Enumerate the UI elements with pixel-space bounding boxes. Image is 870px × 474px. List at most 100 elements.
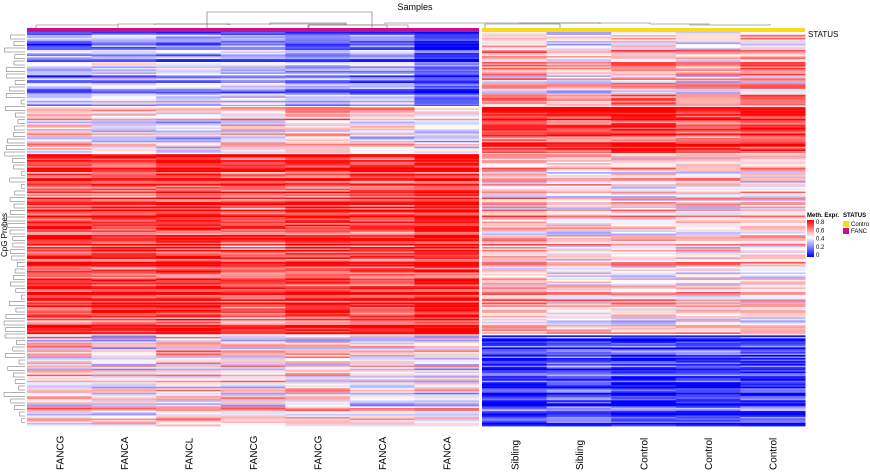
heatmap-cell — [675, 220, 741, 222]
heatmap-cell — [414, 278, 480, 281]
heatmap-cell — [611, 361, 677, 363]
heatmap-cell — [414, 109, 480, 112]
heatmap-cell — [285, 52, 351, 55]
heatmap-cell — [546, 123, 612, 125]
heatmap-cell — [349, 388, 415, 391]
heatmap-cell — [349, 129, 415, 131]
heatmap-cell — [482, 33, 548, 36]
heatmap-cell — [220, 96, 286, 99]
heatmap-cell — [611, 244, 677, 246]
heatmap-cell — [740, 276, 806, 279]
heatmap-cell — [349, 179, 415, 182]
heatmap-cell — [91, 220, 157, 222]
heatmap-cell — [414, 314, 480, 317]
heatmap-cell — [414, 336, 480, 339]
heatmap-cell — [611, 55, 677, 58]
heatmap-cell — [91, 181, 157, 183]
heatmap-cell — [349, 142, 415, 145]
dendrogram-branch — [5, 327, 25, 332]
heatmap-cell — [91, 377, 157, 380]
heatmap-cell — [91, 221, 157, 224]
heatmap-cell — [740, 43, 806, 46]
heatmap-cell — [156, 134, 222, 137]
heatmap-cell — [156, 412, 222, 415]
heatmap-cell — [156, 351, 222, 354]
heatmap-cell — [285, 341, 351, 344]
heatmap-cell — [611, 355, 677, 357]
heatmap-cell — [285, 324, 351, 327]
heatmap-cell — [611, 185, 677, 188]
heatmap-cell — [675, 75, 741, 78]
heatmap-cell — [27, 377, 93, 380]
heatmap-cell — [220, 146, 286, 149]
heatmap-cell — [349, 260, 415, 263]
heatmap-cell — [220, 155, 286, 158]
heatmap-cell — [611, 229, 677, 231]
heatmap-cell — [546, 205, 612, 207]
heatmap-cell — [546, 394, 612, 397]
heatmap-cell — [482, 206, 548, 209]
heatmap-cell — [27, 129, 93, 131]
heatmap-cell — [285, 187, 351, 189]
heatmap-cell — [285, 33, 351, 36]
heatmap-cell — [349, 309, 415, 312]
heatmap-cell — [349, 43, 415, 46]
heatmap-cell — [220, 97, 286, 100]
heatmap-cell — [156, 60, 222, 63]
heatmap-cell — [414, 131, 480, 134]
heatmap-cell — [414, 383, 480, 386]
heatmap-cell — [546, 75, 612, 78]
heatmap-cell — [220, 203, 286, 206]
heatmap-cell — [546, 181, 612, 183]
heatmap-cell — [27, 87, 93, 90]
heatmap-cell — [349, 267, 415, 270]
heatmap-cell — [220, 206, 286, 209]
heatmap-cell — [414, 84, 480, 87]
heatmap-cell — [482, 261, 548, 264]
heatmap-cell — [285, 158, 351, 161]
heatmap-cells — [27, 32, 806, 427]
heatmap-cell — [220, 326, 286, 329]
heatmap-cell — [482, 329, 548, 332]
heatmap-cell — [349, 193, 415, 195]
heatmap-cell — [611, 321, 677, 324]
heatmap-cell — [675, 245, 741, 248]
heatmap-cell — [285, 285, 351, 288]
heatmap-cell — [675, 133, 741, 136]
heatmap-cell — [156, 288, 222, 291]
heatmap-cell — [349, 315, 415, 318]
heatmap-cell — [675, 224, 741, 227]
column-label: FANCG — [55, 435, 66, 470]
heatmap-cell — [91, 73, 157, 76]
heatmap-cell — [546, 42, 612, 45]
heatmap-cell — [482, 218, 548, 221]
heatmap-cell — [414, 212, 480, 215]
heatmap-cell — [414, 371, 480, 374]
heatmap-cell — [740, 296, 806, 299]
heatmap-cell — [27, 264, 93, 267]
heatmap-cell — [546, 73, 612, 76]
heatmap-cell — [27, 236, 93, 239]
heatmap-cell — [482, 339, 548, 342]
heatmap-cell — [740, 341, 806, 344]
heatmap-cell — [675, 424, 741, 427]
heatmap-cell — [740, 111, 806, 114]
heatmap-cell — [349, 149, 415, 152]
heatmap-cell — [349, 276, 415, 279]
heatmap-cell — [414, 60, 480, 63]
heatmap-cell — [91, 203, 157, 206]
heatmap-cell — [285, 229, 351, 231]
heatmap-cell — [220, 377, 286, 380]
heatmap-cell — [675, 106, 741, 109]
heatmap-cell — [482, 203, 548, 206]
heatmap-cell — [740, 421, 806, 424]
color-legend-title: Meth. Expr. — [807, 213, 839, 219]
heatmap-cell — [91, 108, 157, 111]
heatmap-cell — [546, 172, 612, 175]
heatmap-cell — [285, 303, 351, 306]
dendrogram-branch — [4, 47, 25, 53]
heatmap-cell — [349, 270, 415, 273]
heatmap-cell — [482, 248, 548, 251]
heatmap-cell — [740, 57, 806, 60]
